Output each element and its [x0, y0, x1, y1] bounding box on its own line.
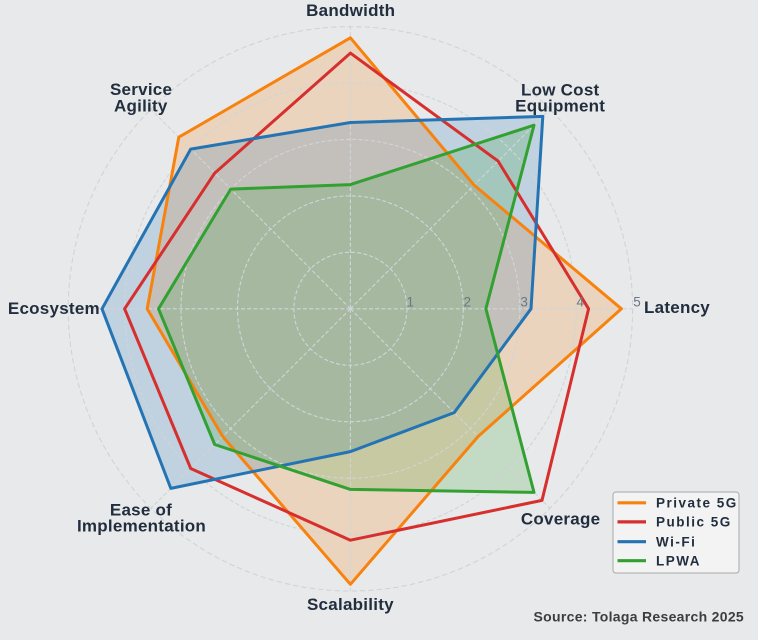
- svg-text:Public 5G: Public 5G: [656, 515, 732, 530]
- svg-text:Service: Service: [110, 80, 172, 99]
- svg-text:Low Cost: Low Cost: [521, 81, 600, 100]
- svg-text:Agility: Agility: [114, 97, 168, 116]
- svg-text:5: 5: [633, 295, 641, 310]
- svg-text:Scalability: Scalability: [307, 595, 394, 614]
- svg-text:3: 3: [520, 295, 528, 310]
- svg-text:Wi-Fi: Wi-Fi: [656, 535, 696, 550]
- svg-text:Equipment: Equipment: [515, 96, 605, 115]
- svg-text:Latency: Latency: [644, 298, 710, 317]
- svg-text:Implementation: Implementation: [77, 516, 206, 535]
- svg-text:4: 4: [577, 295, 585, 310]
- svg-text:Source: Tolaga Research 2025: Source: Tolaga Research 2025: [534, 608, 744, 624]
- svg-text:Private 5G: Private 5G: [656, 496, 738, 511]
- svg-text:LPWA: LPWA: [656, 554, 701, 569]
- svg-text:Bandwidth: Bandwidth: [306, 1, 395, 20]
- svg-text:1: 1: [407, 295, 415, 310]
- svg-text:Ease of: Ease of: [110, 501, 172, 520]
- svg-text:Coverage: Coverage: [521, 510, 600, 529]
- svg-text:2: 2: [463, 295, 471, 310]
- svg-text:Ecosystem: Ecosystem: [8, 299, 100, 318]
